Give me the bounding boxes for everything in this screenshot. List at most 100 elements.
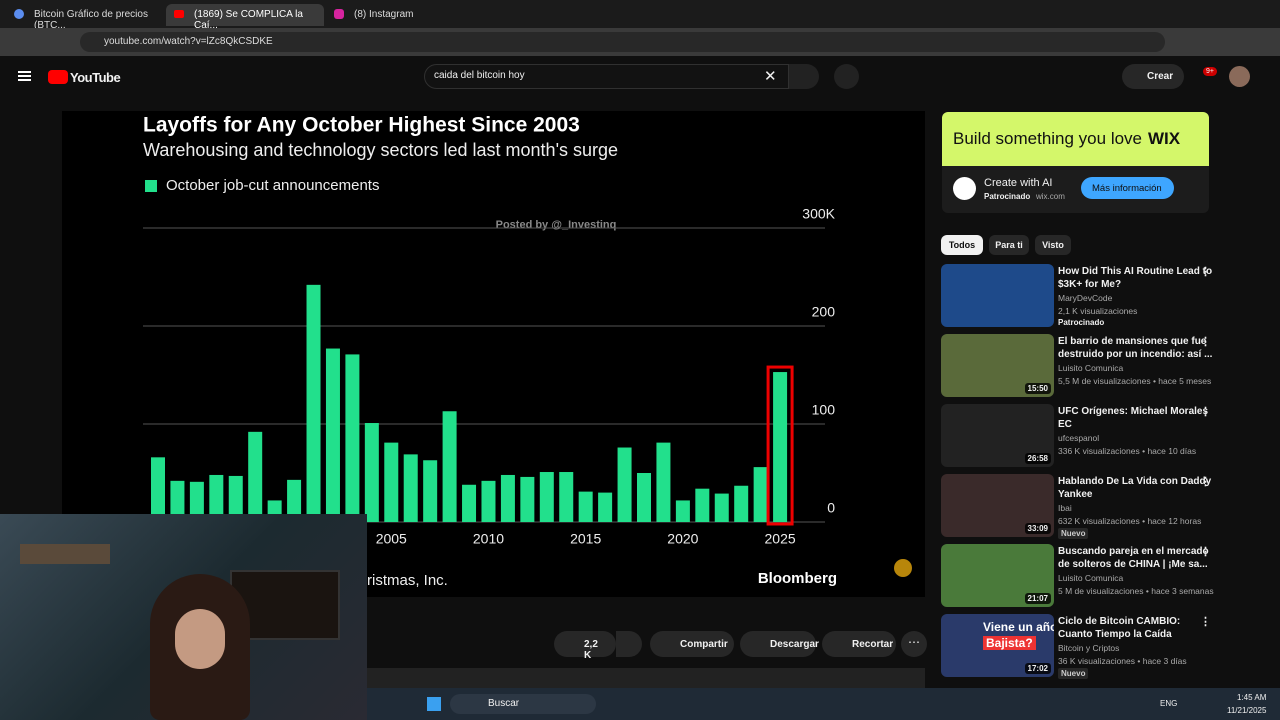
taskbar-search[interactable]: Buscar bbox=[450, 694, 596, 714]
video-channel: Luisito Comunica bbox=[1058, 573, 1124, 583]
duration: 33:09 bbox=[1024, 523, 1051, 534]
thumbnail[interactable]: 26:58 bbox=[941, 404, 1054, 467]
bar bbox=[442, 411, 457, 522]
avatar[interactable] bbox=[1229, 66, 1250, 87]
video-badge: Patrocinado bbox=[1058, 318, 1105, 327]
ad-sponsor: Patrocinado bbox=[984, 192, 1031, 201]
video-menu[interactable]: ⋮ bbox=[1200, 266, 1211, 278]
ad-title: Create with AI bbox=[984, 177, 1053, 189]
bar bbox=[287, 479, 302, 522]
thumbnail[interactable] bbox=[941, 264, 1054, 327]
clear-icon[interactable]: ✕ bbox=[764, 68, 777, 85]
bar bbox=[753, 467, 768, 522]
address-bar[interactable] bbox=[80, 32, 1165, 52]
bar bbox=[248, 431, 263, 522]
bar bbox=[675, 500, 690, 522]
mic-button[interactable] bbox=[834, 64, 859, 89]
bar bbox=[617, 447, 632, 522]
bar bbox=[714, 493, 729, 522]
tab[interactable]: (8) Instagram bbox=[354, 9, 414, 20]
x-tick-label: 2015 bbox=[570, 531, 601, 547]
video-menu[interactable]: ⋮ bbox=[1200, 336, 1211, 348]
ad-button[interactable]: Más información bbox=[1081, 177, 1174, 199]
video-badge: Nuevo bbox=[1058, 668, 1089, 679]
tab-active[interactable]: (1869) Se COMPLICA la Caí... bbox=[166, 4, 324, 31]
video-channel: Ibai bbox=[1058, 503, 1072, 513]
search-button[interactable] bbox=[789, 64, 819, 89]
video-title[interactable]: How Did This AI Routine Lead to bbox=[1058, 266, 1213, 277]
duration: 26:58 bbox=[1024, 453, 1051, 464]
like-button[interactable]: 2,2 K bbox=[554, 631, 616, 661]
bar bbox=[734, 485, 749, 522]
bar bbox=[539, 472, 554, 522]
bar bbox=[306, 284, 321, 522]
filter-chip[interactable]: Visto bbox=[1035, 235, 1071, 255]
video-title[interactable]: $3K+ for Me? bbox=[1058, 279, 1122, 290]
video-meta: 36 K visualizaciones • hace 3 días bbox=[1058, 656, 1187, 666]
video-meta: 336 K visualizaciones • hace 10 días bbox=[1058, 446, 1197, 456]
dislike-button[interactable] bbox=[616, 631, 642, 657]
thumbnail[interactable]: 15:50 bbox=[941, 334, 1054, 397]
duration: 21:07 bbox=[1024, 593, 1051, 604]
tab-icon bbox=[14, 9, 24, 19]
video-title[interactable]: Hablando De La Vida con Daddy bbox=[1058, 476, 1212, 487]
bar bbox=[578, 491, 593, 522]
menu-icon[interactable] bbox=[18, 71, 31, 73]
video-menu[interactable]: ⋮ bbox=[1200, 476, 1211, 488]
thumbnail[interactable]: 21:07 bbox=[941, 544, 1054, 607]
search-box[interactable] bbox=[424, 64, 789, 89]
ad-domain: wix.com bbox=[1036, 192, 1065, 201]
bar bbox=[345, 354, 360, 522]
video-title[interactable]: Cuanto Tiempo la Caída bbox=[1058, 629, 1172, 640]
create-button[interactable]: Crear bbox=[1122, 64, 1184, 89]
bar bbox=[151, 457, 165, 522]
share-button[interactable]: Compartir bbox=[650, 631, 734, 657]
start-button[interactable] bbox=[427, 697, 441, 711]
ad-banner[interactable]: Build something you love WIX bbox=[942, 112, 1209, 166]
bar bbox=[170, 480, 185, 522]
duration: 17:02 bbox=[1024, 663, 1051, 674]
video-title[interactable]: Ciclo de Bitcoin CAMBIO: bbox=[1058, 616, 1181, 627]
face bbox=[175, 609, 225, 669]
thumbnail-text: Bajista? bbox=[983, 636, 1036, 650]
bar bbox=[189, 481, 204, 522]
notification-badge: 9+ bbox=[1203, 67, 1217, 76]
download-button[interactable]: Descargar bbox=[740, 631, 819, 657]
video-title[interactable]: de solteros de CHINA | ¡Me sa... bbox=[1058, 559, 1208, 570]
legend-swatch bbox=[145, 180, 157, 192]
video-meta: 5 M de visualizaciones • hace 3 semanas bbox=[1058, 586, 1214, 596]
brand: Bloomberg bbox=[758, 570, 837, 587]
video-title[interactable]: destruido por un incendio: así ... bbox=[1058, 349, 1213, 360]
shelf bbox=[20, 544, 110, 564]
bar bbox=[364, 423, 379, 522]
logo-icon bbox=[48, 70, 68, 84]
thumbnail[interactable]: 33:09 bbox=[941, 474, 1054, 537]
ad-banner-text: Build something you love bbox=[953, 129, 1143, 148]
video-menu[interactable]: ⋮ bbox=[1200, 546, 1211, 558]
webcam-overlay bbox=[0, 514, 367, 720]
video-meta: 5,5 M de visualizaciones • hace 5 meses bbox=[1058, 376, 1212, 386]
video-menu[interactable]: ⋮ bbox=[1200, 406, 1211, 418]
video-title[interactable]: Buscando pareja en el mercado bbox=[1058, 546, 1209, 557]
bar bbox=[500, 474, 515, 522]
video-channel: Luisito Comunica bbox=[1058, 363, 1124, 373]
y-tick-label: 0 bbox=[827, 500, 835, 516]
thumbnail[interactable]: Viene un año Bajista? 17:02 bbox=[941, 614, 1054, 677]
video-title[interactable]: El barrio de mansiones que fue bbox=[1058, 336, 1207, 347]
y-tick-label: 300K bbox=[802, 206, 835, 222]
video-title[interactable]: EC bbox=[1058, 419, 1072, 430]
filter-chip[interactable]: Todos bbox=[941, 235, 983, 255]
chart-source: ristmas, Inc. bbox=[367, 572, 448, 589]
filter-chip[interactable]: Para ti bbox=[989, 235, 1029, 255]
video-title[interactable]: Yankee bbox=[1058, 489, 1093, 500]
video-title[interactable]: UFC Orígenes: Michael Morales bbox=[1058, 406, 1209, 417]
more-button[interactable]: ⋯ bbox=[901, 631, 927, 657]
ad-logo bbox=[953, 177, 976, 200]
logo[interactable]: YouTube bbox=[70, 70, 121, 85]
video-meta: 2,1 K visualizaciones bbox=[1058, 306, 1138, 316]
bar bbox=[403, 454, 418, 522]
tab[interactable]: Bitcoin Gráfico de precios (BTC... bbox=[34, 9, 148, 31]
video-menu[interactable]: ⋮ bbox=[1200, 616, 1211, 628]
clip-button[interactable]: Recortar bbox=[822, 631, 896, 657]
search-query: caida del bitcoin hoy bbox=[434, 70, 525, 81]
